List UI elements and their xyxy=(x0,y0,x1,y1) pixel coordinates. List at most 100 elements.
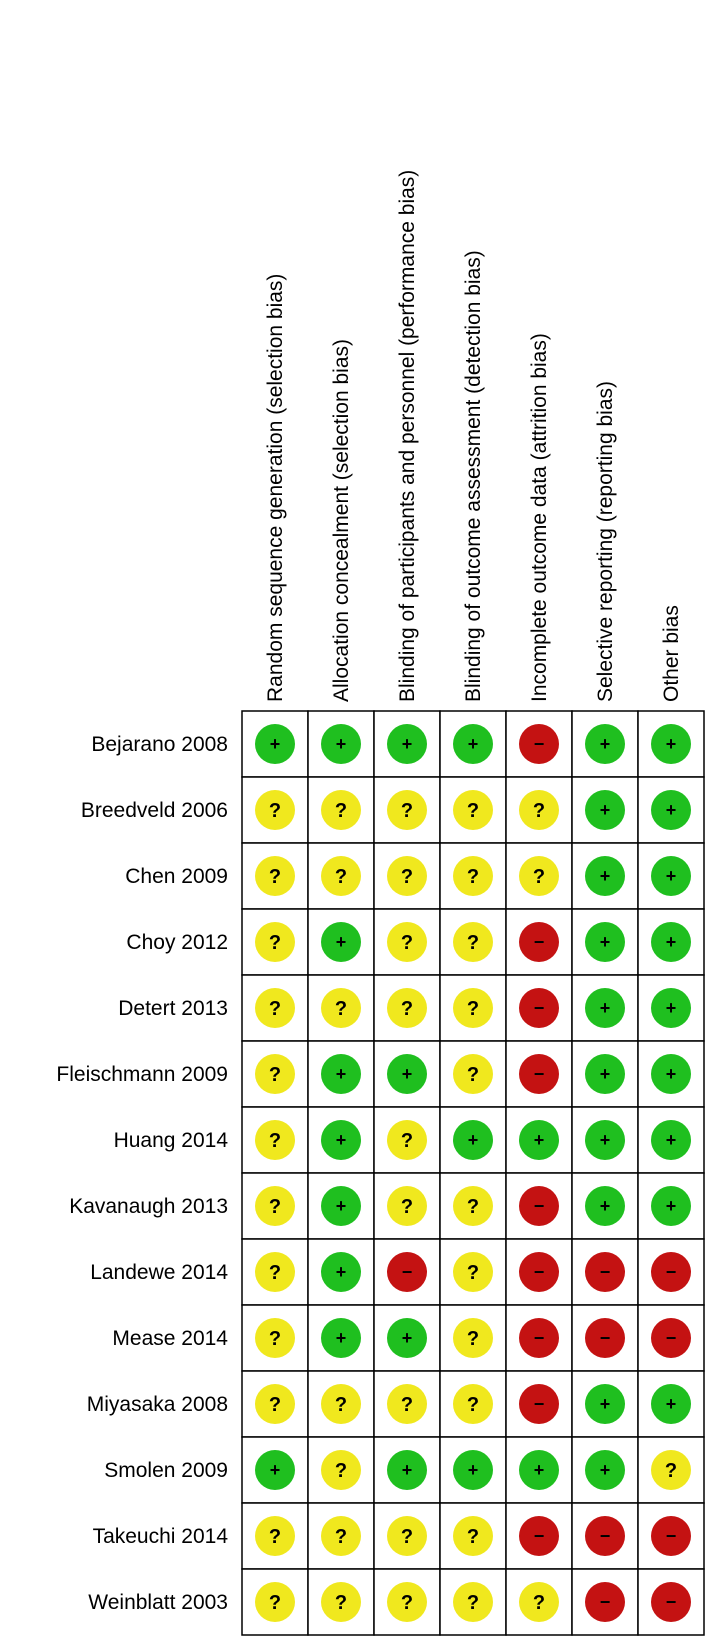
judgement-symbol: ? xyxy=(335,1394,347,1416)
judgement-symbol: ? xyxy=(467,1196,479,1218)
judgement-symbol: ? xyxy=(269,1064,281,1086)
judgement-symbol: + xyxy=(666,932,677,952)
judgement-symbol: ? xyxy=(269,1328,281,1350)
judgement-low-marker xyxy=(651,1054,691,1094)
judgement-high-marker xyxy=(519,1252,559,1292)
judgement-symbol: ? xyxy=(269,1262,281,1284)
judgement-symbol: ? xyxy=(269,1196,281,1218)
judgement-symbol: + xyxy=(402,734,413,754)
judgement-unclear-marker xyxy=(519,790,559,830)
judgement-unclear-marker xyxy=(387,1516,427,1556)
judgement-unclear-marker xyxy=(453,1582,493,1622)
judgement-unclear-marker xyxy=(255,1318,295,1358)
judgement-symbol: + xyxy=(468,734,479,754)
judgement-low-marker xyxy=(321,922,361,962)
judgement-unclear-marker xyxy=(255,1054,295,1094)
judgement-low-marker xyxy=(651,856,691,896)
domain-headers: Random sequence generation (selection bi… xyxy=(264,170,683,702)
judgement-symbol: ? xyxy=(269,1394,281,1416)
judgement-unclear-marker xyxy=(387,988,427,1028)
judgement-symbol: + xyxy=(336,734,347,754)
judgement-symbol: − xyxy=(534,932,545,952)
judgement-unclear-marker xyxy=(255,1582,295,1622)
study-label: Huang 2014 xyxy=(114,1129,229,1152)
judgement-symbol: + xyxy=(666,800,677,820)
judgement-unclear-marker xyxy=(255,1186,295,1226)
judgement-symbol: + xyxy=(600,1196,611,1216)
judgement-unclear-marker xyxy=(321,1582,361,1622)
judgement-symbol: ? xyxy=(401,1394,413,1416)
judgement-symbol: ? xyxy=(401,1196,413,1218)
domain-header: Blinding of outcome assessment (detectio… xyxy=(462,250,485,702)
study-label: Breedveld 2006 xyxy=(81,799,228,822)
judgement-high-marker xyxy=(519,988,559,1028)
judgement-low-marker xyxy=(585,1186,625,1226)
judgement-high-marker xyxy=(585,1252,625,1292)
judgement-low-marker xyxy=(255,1450,295,1490)
judgement-unclear-marker xyxy=(651,1450,691,1490)
judgement-high-marker xyxy=(519,1384,559,1424)
judgement-symbol: − xyxy=(666,1526,677,1546)
judgement-symbol: + xyxy=(600,1064,611,1084)
judgement-symbol: − xyxy=(600,1328,611,1348)
judgement-symbol: ? xyxy=(401,800,413,822)
judgement-unclear-marker xyxy=(453,1252,493,1292)
judgement-symbol: ? xyxy=(269,998,281,1020)
judgement-high-marker xyxy=(519,1054,559,1094)
judgement-symbol: − xyxy=(534,1196,545,1216)
judgement-unclear-marker xyxy=(321,1384,361,1424)
judgement-symbol: − xyxy=(666,1328,677,1348)
domain-header: Blinding of participants and personnel (… xyxy=(396,170,419,702)
grid-cell xyxy=(439,908,507,976)
judgement-symbol: + xyxy=(600,998,611,1018)
judgement-symbol: ? xyxy=(269,800,281,822)
judgement-unclear-marker xyxy=(255,1252,295,1292)
judgement-symbol: + xyxy=(336,932,347,952)
judgement-symbol: − xyxy=(534,998,545,1018)
judgement-symbol: ? xyxy=(533,866,545,888)
judgement-symbol: + xyxy=(336,1064,347,1084)
study-label: Mease 2014 xyxy=(112,1327,228,1350)
judgement-unclear-marker xyxy=(255,988,295,1028)
judgement-low-marker xyxy=(321,1186,361,1226)
domain-header: Incomplete outcome data (attrition bias) xyxy=(528,333,551,702)
judgement-unclear-marker xyxy=(387,1186,427,1226)
judgement-high-marker xyxy=(387,1252,427,1292)
judgement-unclear-marker xyxy=(387,856,427,896)
judgement-low-marker xyxy=(651,1120,691,1160)
judgement-unclear-marker xyxy=(453,1516,493,1556)
judgement-symbol: ? xyxy=(335,1592,347,1614)
judgement-symbol: − xyxy=(534,734,545,754)
judgement-symbol: + xyxy=(666,1394,677,1414)
judgement-low-marker xyxy=(585,1054,625,1094)
judgement-high-marker xyxy=(651,1582,691,1622)
judgement-symbol: + xyxy=(666,734,677,754)
judgement-symbol: ? xyxy=(401,866,413,888)
judgement-symbol: ? xyxy=(533,1592,545,1614)
judgement-unclear-marker xyxy=(453,856,493,896)
judgement-low-marker xyxy=(519,1450,559,1490)
judgement-symbol: − xyxy=(402,1262,413,1282)
judgement-unclear-marker xyxy=(387,1582,427,1622)
judgement-symbol: − xyxy=(666,1592,677,1612)
domain-header: Other bias xyxy=(660,605,683,702)
judgement-symbol: + xyxy=(666,1130,677,1150)
study-label: Choy 2012 xyxy=(126,931,228,954)
judgement-unclear-marker xyxy=(321,988,361,1028)
judgement-low-marker xyxy=(651,1186,691,1226)
judgement-low-marker xyxy=(321,1252,361,1292)
judgement-low-marker xyxy=(585,988,625,1028)
judgement-low-marker xyxy=(255,724,295,764)
judgement-high-marker xyxy=(519,922,559,962)
judgement-low-marker xyxy=(453,1120,493,1160)
judgement-low-marker xyxy=(387,1450,427,1490)
judgement-symbol: − xyxy=(534,1394,545,1414)
study-label: Takeuchi 2014 xyxy=(93,1525,229,1548)
judgement-low-marker xyxy=(585,1120,625,1160)
judgement-low-marker xyxy=(651,724,691,764)
judgement-low-marker xyxy=(585,1450,625,1490)
judgement-symbol: ? xyxy=(269,1526,281,1548)
judgement-unclear-marker xyxy=(321,856,361,896)
judgement-symbol: ? xyxy=(335,800,347,822)
judgement-symbol: ? xyxy=(401,1130,413,1152)
